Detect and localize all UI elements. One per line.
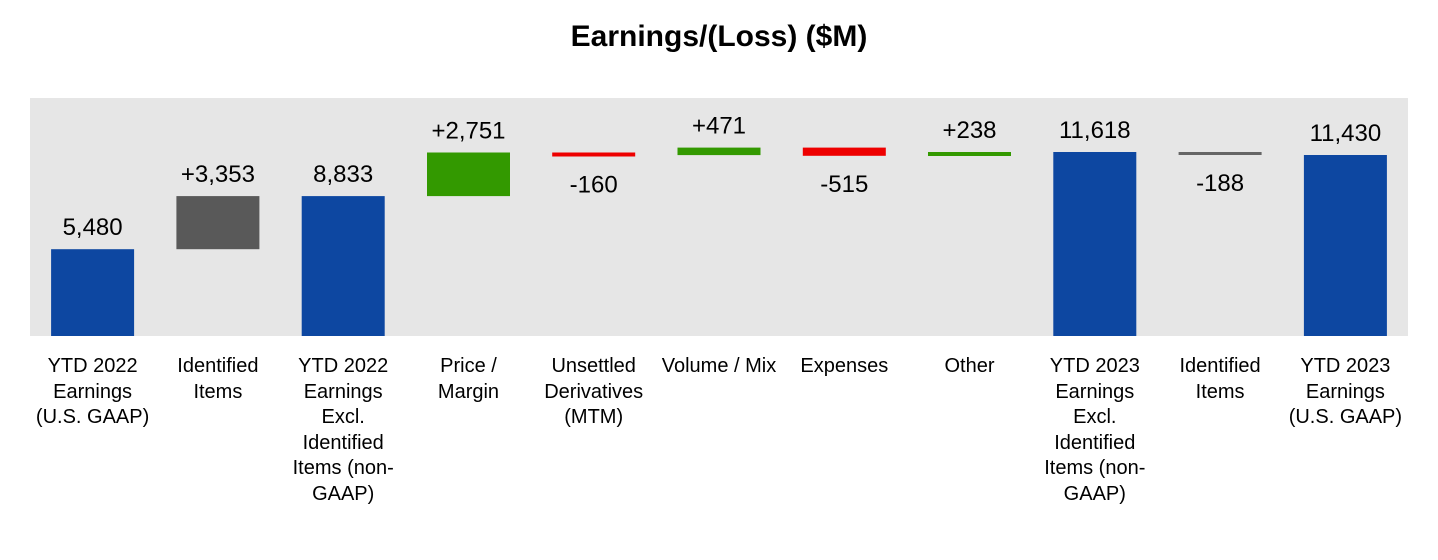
category-label-4: Price / Margin: [437, 355, 500, 403]
category-label-5: Unsettled Derivatives (MTM): [544, 355, 644, 428]
bar-11: [1303, 155, 1387, 336]
category-label-1: YTD 2022 Earnings (U.S. GAAP): [35, 355, 150, 428]
data-label-3: 8,833: [313, 161, 373, 188]
chart-title: Earnings/(Loss) ($M): [570, 20, 868, 53]
bar-7: [802, 147, 886, 156]
category-label-6: Volume / Mix: [661, 355, 777, 377]
category-label-2: Identified Items: [177, 355, 259, 403]
category-label-7: Expenses: [800, 355, 889, 377]
bar-5: [552, 152, 636, 157]
data-label-1: 5,480: [63, 214, 123, 241]
data-label-2: +3,353: [181, 161, 255, 188]
data-label-4: +2,751: [431, 118, 505, 145]
category-label-3: YTD 2022 Earnings Excl. Identified Items…: [292, 355, 394, 505]
category-label-11: YTD 2023 Earnings (U.S. GAAP): [1288, 355, 1403, 428]
category-label-10: Identified Items: [1179, 355, 1261, 403]
bar-6: [677, 147, 761, 156]
bar-2: [176, 196, 260, 250]
bar-9: [1053, 152, 1137, 336]
data-label-6: +471: [692, 113, 746, 140]
bar-4: [427, 152, 510, 197]
data-label-7: -515: [820, 171, 868, 198]
plot-area: [30, 98, 1408, 336]
category-label-8: Other: [944, 355, 995, 377]
data-label-8: +238: [942, 117, 996, 144]
bar-3: [301, 196, 385, 336]
bar-8: [928, 152, 1011, 156]
data-label-10: -188: [1196, 170, 1244, 197]
bar-1: [51, 249, 135, 336]
data-label-11: 11,430: [1310, 120, 1382, 147]
data-label-9: 11,618: [1059, 117, 1131, 144]
data-label-5: -160: [570, 172, 618, 199]
category-label-9: YTD 2023 Earnings Excl. Identified Items…: [1044, 355, 1146, 505]
bar-10: [1178, 152, 1262, 155]
